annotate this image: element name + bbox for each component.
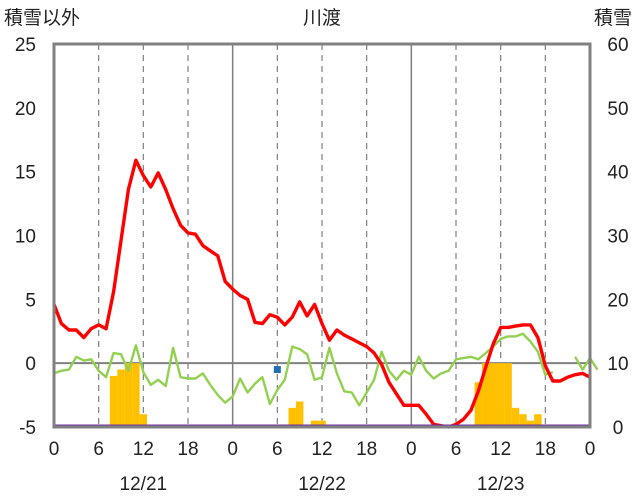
x-tick-label: 0 [49, 439, 60, 460]
plot-border [52, 42, 592, 429]
left-tick-label: 5 [25, 290, 36, 311]
right-tick-label: 60 [607, 35, 628, 56]
temperature-series-line [52, 158, 591, 429]
snow-depth-bar [526, 420, 535, 427]
snow-depth-bar [124, 363, 133, 427]
left-tick-label: 25 [15, 35, 36, 56]
left-axis-ticks: 25 20 15 10 5 0 -5 [15, 35, 36, 439]
snow-depth-bar [482, 363, 490, 427]
chart-title: 川渡 [303, 7, 341, 29]
snow-depth-bar [504, 363, 512, 427]
x-tick-label: 6 [451, 439, 462, 460]
snow-depth-bar [496, 363, 505, 427]
x-tick-label: 18 [535, 439, 556, 460]
right-tick-label: 30 [607, 227, 628, 248]
snow-depth-bar [288, 407, 296, 427]
date-label: 12/21 [120, 474, 168, 495]
left-tick-label: -5 [19, 418, 36, 439]
date-label: 12/22 [298, 474, 346, 495]
left-tick-label: 15 [15, 163, 36, 184]
x-axis-ticks: 0 6 12 18 0 6 12 18 0 6 12 18 0 [49, 439, 596, 460]
snow-depth-bar [139, 414, 148, 427]
right-tick-label: 20 [607, 290, 628, 311]
date-labels: 12/21 12/22 12/23 [120, 474, 525, 495]
snow-depth-bar [474, 382, 483, 427]
left-tick-label: 0 [25, 354, 36, 375]
snow-depth-bar [519, 414, 527, 427]
right-axis-title: 積雪 [594, 7, 632, 29]
left-axis-title: 積雪以外 [4, 7, 80, 29]
left-tick-label: 20 [15, 99, 36, 120]
date-label: 12/23 [477, 474, 525, 495]
snow-depth-bar [318, 420, 326, 427]
snow-depth-bar [310, 420, 319, 427]
x-tick-label: 0 [585, 439, 596, 460]
snow-depth-bar [295, 401, 304, 427]
x-tick-label: 12 [490, 439, 511, 460]
x-tick-label: 18 [177, 439, 198, 460]
snow-depth-bar [534, 414, 542, 427]
snow-depth-bar [511, 407, 520, 427]
x-tick-label: 18 [356, 439, 377, 460]
snow-depth-bar [117, 369, 125, 427]
snow-depth-bar [109, 375, 118, 427]
x-tick-label: 6 [93, 439, 104, 460]
right-axis-ticks: 60 50 40 30 20 10 0 [607, 35, 628, 439]
right-tick-label: 10 [607, 354, 628, 375]
right-tick-label: 50 [607, 99, 628, 120]
x-tick-label: 0 [227, 439, 238, 460]
x-tick-label: 0 [406, 439, 417, 460]
x-tick-label: 12 [133, 439, 154, 460]
left-tick-label: 10 [15, 227, 36, 248]
snow-depth-bar [489, 363, 497, 427]
snow-depth-bar [132, 363, 140, 427]
data-marker [273, 366, 281, 374]
x-tick-label: 12 [311, 439, 332, 460]
right-tick-label: 40 [607, 163, 628, 184]
bar-series [109, 363, 542, 427]
plot-frame [52, 42, 592, 429]
x-tick-label: 6 [272, 439, 283, 460]
secondary-series-line [53, 332, 599, 407]
right-tick-label: 0 [613, 418, 624, 439]
